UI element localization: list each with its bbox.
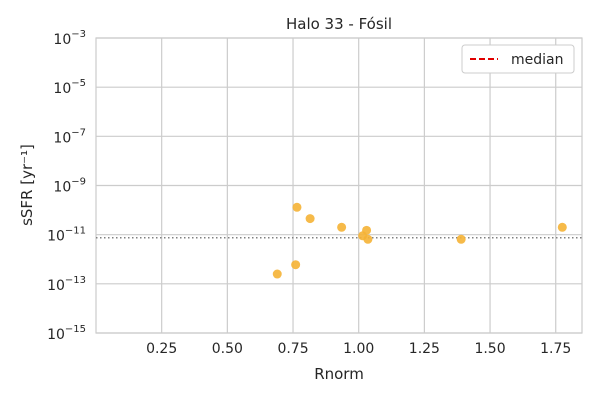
grid bbox=[96, 37, 582, 334]
x-tick-label: 0.25 bbox=[146, 341, 177, 357]
data-point bbox=[557, 222, 567, 232]
x-tick-label: 1.00 bbox=[343, 341, 374, 357]
data-point bbox=[292, 202, 302, 212]
y-tick-label: 10−11 bbox=[47, 226, 86, 245]
x-axis-label: Rnorm bbox=[314, 365, 364, 383]
data-point bbox=[337, 222, 347, 232]
legend-box bbox=[461, 44, 575, 74]
y-tick-label: 10−3 bbox=[53, 29, 86, 48]
data-point bbox=[291, 260, 301, 270]
data-point bbox=[363, 234, 373, 244]
x-tick-label: 1.25 bbox=[409, 341, 440, 357]
x-tick-labels: 0.25 0.50 0.75 1.00 1.25 1.50 1.75 bbox=[146, 341, 571, 357]
data-point bbox=[362, 225, 372, 235]
y-tick-label: 10−15 bbox=[47, 324, 86, 343]
x-tick-label: 1.75 bbox=[540, 341, 571, 357]
y-axis-label: sSFR [yr⁻¹] bbox=[18, 144, 36, 226]
y-tick-label: 10−7 bbox=[53, 127, 86, 146]
y-tick-labels: 10−15 10−13 10−11 10−9 10−7 10−5 10−3 bbox=[47, 29, 86, 343]
data-point bbox=[272, 269, 282, 279]
chart-title: Halo 33 - Fósil bbox=[286, 15, 392, 33]
legend: median bbox=[461, 44, 575, 74]
y-tick-label: 10−5 bbox=[53, 78, 86, 97]
data-point bbox=[456, 234, 466, 244]
legend-median-label: median bbox=[511, 52, 563, 68]
x-tick-label: 1.50 bbox=[474, 341, 505, 357]
y-tick-label: 10−13 bbox=[47, 275, 86, 294]
x-tick-label: 0.75 bbox=[277, 341, 308, 357]
data-point bbox=[305, 214, 315, 224]
x-tick-label: 0.50 bbox=[212, 341, 243, 357]
plot-area bbox=[95, 37, 583, 334]
y-tick-label: 10−9 bbox=[53, 177, 86, 196]
data-points bbox=[272, 202, 567, 279]
